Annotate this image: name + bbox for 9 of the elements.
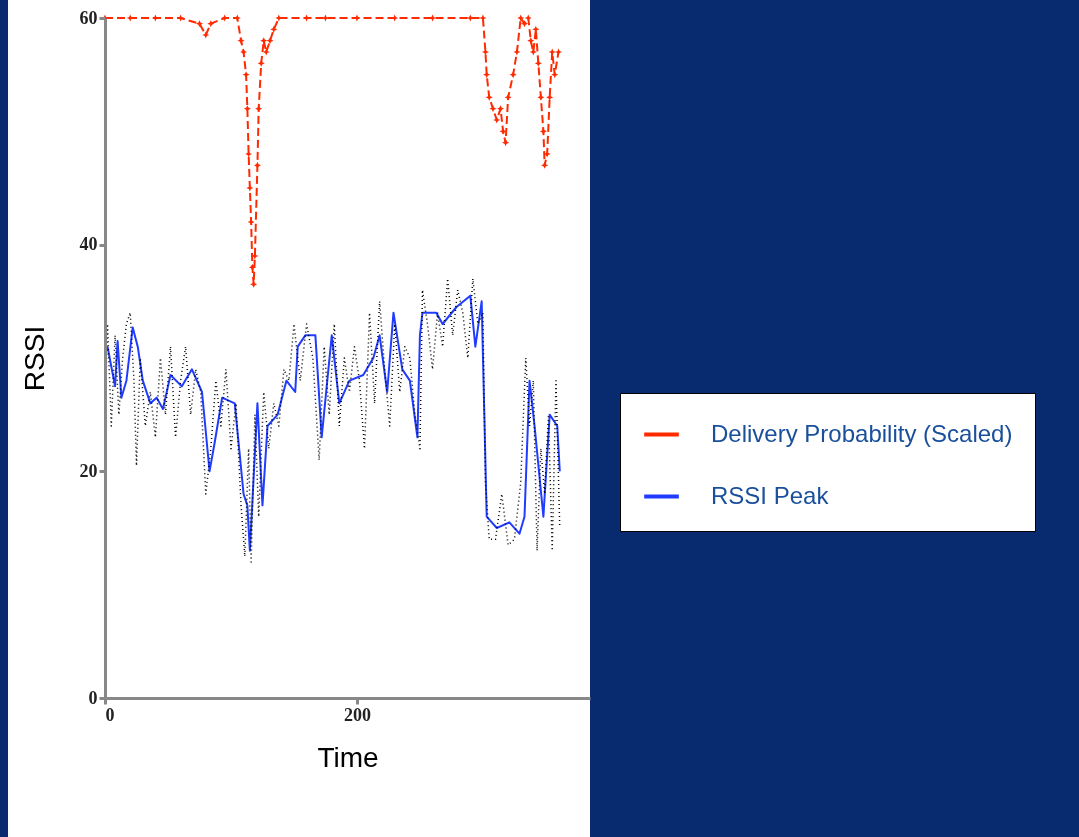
- y-tick-label: 60: [79, 7, 98, 28]
- x-tick-label: 200: [343, 704, 371, 725]
- legend-label: Delivery Probability (Scaled): [711, 419, 1013, 447]
- x-axis-title: Time: [317, 741, 379, 773]
- y-tick-label: 40: [79, 234, 98, 255]
- legend-label: RSSI Peak: [711, 481, 830, 509]
- y-axis-title: RSSI: [18, 325, 50, 392]
- y-tick-label: 0: [88, 687, 98, 708]
- y-tick-label: 20: [79, 460, 98, 481]
